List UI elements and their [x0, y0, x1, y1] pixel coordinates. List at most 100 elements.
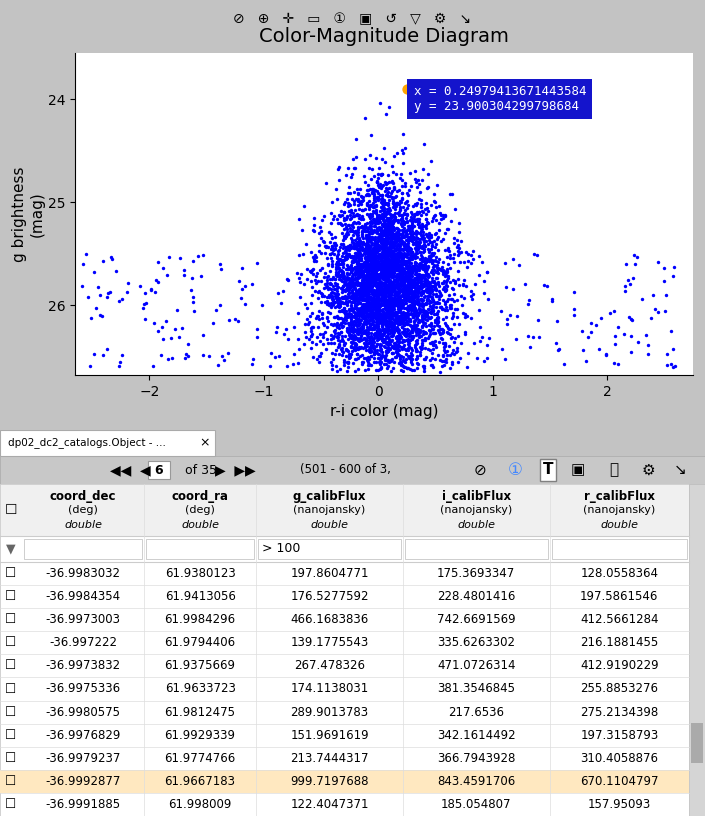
Point	[388, 297, 399, 310]
Point	[369, 259, 380, 272]
Point	[372, 245, 383, 258]
Point	[366, 281, 377, 294]
Point	[431, 272, 442, 285]
Point	[406, 326, 417, 339]
Point	[459, 291, 470, 304]
Point	[391, 257, 403, 270]
Point	[398, 274, 410, 287]
Point	[405, 300, 416, 313]
Point	[370, 254, 381, 267]
Point	[419, 259, 430, 273]
Point	[375, 314, 386, 327]
Point	[375, 168, 386, 181]
Point	[346, 236, 357, 249]
Point	[391, 197, 403, 211]
Point	[366, 292, 377, 305]
Point	[412, 295, 424, 308]
Point	[378, 335, 389, 348]
Point	[385, 325, 396, 338]
Point	[404, 252, 415, 265]
Point	[406, 295, 417, 308]
Point	[412, 217, 424, 230]
Point	[384, 305, 396, 318]
Point	[384, 313, 396, 326]
Point	[359, 289, 370, 302]
Point	[368, 201, 379, 214]
Bar	[689, 484, 705, 816]
Point	[390, 199, 401, 212]
Point	[369, 344, 381, 357]
Point	[145, 282, 157, 295]
Point	[352, 332, 364, 345]
Point	[379, 339, 390, 353]
Point	[601, 348, 612, 361]
Point	[360, 363, 371, 376]
Point	[407, 286, 419, 299]
Point	[372, 167, 384, 180]
Point	[329, 286, 340, 299]
Point	[394, 304, 405, 317]
Point	[388, 180, 400, 193]
Point	[341, 325, 352, 338]
Point	[384, 257, 396, 270]
Point	[340, 330, 351, 343]
Point	[374, 259, 386, 273]
Point	[361, 221, 372, 234]
Point	[401, 307, 412, 320]
Point	[340, 291, 351, 304]
Point	[319, 271, 330, 284]
Point	[357, 268, 369, 281]
Point	[362, 224, 373, 237]
Point	[378, 224, 389, 237]
Text: 197.8604771: 197.8604771	[290, 567, 369, 580]
Point	[392, 247, 403, 260]
Point	[422, 260, 434, 273]
Point	[359, 277, 370, 290]
Point	[396, 187, 407, 200]
Point	[362, 188, 373, 202]
Point	[335, 252, 346, 265]
Point	[356, 226, 367, 239]
Point	[365, 198, 376, 211]
Point	[372, 251, 383, 264]
Point	[344, 212, 355, 225]
Point	[404, 326, 415, 339]
Point	[377, 194, 388, 207]
Point	[333, 338, 345, 351]
Point	[399, 328, 410, 341]
Point	[391, 315, 403, 328]
Point	[422, 267, 434, 280]
Point	[358, 286, 369, 299]
Point	[367, 339, 378, 352]
Point	[317, 290, 328, 303]
X-axis label: r-i color (mag): r-i color (mag)	[330, 404, 439, 419]
Point	[371, 308, 382, 322]
Point	[350, 284, 362, 297]
Text: 217.6536: 217.6536	[448, 706, 504, 719]
Point	[351, 227, 362, 240]
Point	[140, 286, 151, 299]
Point	[416, 241, 427, 254]
Point	[345, 198, 356, 211]
Point	[380, 275, 391, 288]
Point	[381, 233, 392, 246]
Point	[389, 273, 400, 286]
Point	[399, 287, 410, 300]
Point	[382, 185, 393, 198]
Point	[436, 208, 447, 221]
Point	[349, 330, 360, 343]
Point	[406, 296, 417, 309]
Point	[372, 236, 383, 249]
Point	[380, 248, 391, 261]
Point	[337, 286, 348, 299]
Point	[392, 248, 403, 261]
Point	[299, 317, 310, 330]
Point	[427, 255, 439, 268]
Point	[393, 245, 405, 258]
Point	[352, 313, 363, 326]
Point	[344, 282, 355, 295]
Point	[352, 341, 363, 354]
Point	[362, 276, 373, 289]
Point	[360, 304, 371, 317]
Point	[350, 298, 362, 311]
